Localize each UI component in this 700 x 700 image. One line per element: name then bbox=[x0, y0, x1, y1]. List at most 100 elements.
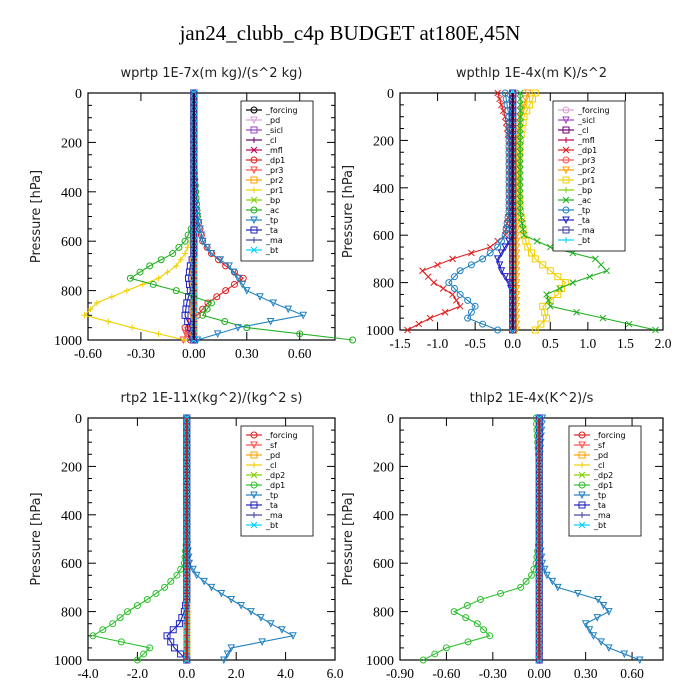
data-point bbox=[480, 626, 488, 634]
y-tick-label: 0 bbox=[75, 412, 82, 427]
data-point bbox=[221, 317, 229, 325]
data-point bbox=[594, 596, 602, 604]
legend-marker bbox=[562, 196, 570, 204]
legend-item: _ma bbox=[574, 511, 611, 520]
legend-item: _pd bbox=[246, 451, 280, 460]
data-point bbox=[234, 274, 242, 283]
legend-label: _bt bbox=[265, 521, 278, 530]
data-point bbox=[497, 249, 506, 258]
legend-item: _pd bbox=[574, 451, 608, 460]
data-point bbox=[516, 148, 524, 156]
data-point bbox=[585, 626, 594, 634]
data-point bbox=[589, 632, 598, 640]
legend-item: _ac bbox=[246, 206, 279, 215]
data-point bbox=[152, 589, 160, 597]
data-point bbox=[133, 602, 141, 610]
data-point bbox=[230, 280, 238, 288]
data-point bbox=[182, 330, 190, 338]
legend-marker bbox=[250, 226, 258, 234]
legend-label: _ta bbox=[265, 226, 278, 235]
data-point bbox=[243, 324, 251, 332]
x-tick-label: 6.0 bbox=[327, 666, 344, 681]
legend-label: _ma bbox=[265, 511, 283, 520]
data-point bbox=[456, 290, 464, 298]
legend-marker bbox=[250, 441, 258, 450]
data-point bbox=[229, 268, 238, 277]
legend-marker bbox=[562, 226, 570, 234]
legend-item: _sicl bbox=[558, 116, 595, 125]
legend-label: _dp1 bbox=[593, 481, 613, 490]
legend-marker bbox=[250, 216, 258, 225]
series-line bbox=[448, 92, 510, 331]
data-point bbox=[155, 275, 162, 282]
legend-item: _ma bbox=[558, 226, 595, 235]
series-pr1 bbox=[81, 90, 197, 343]
data-point bbox=[543, 314, 551, 322]
data-point bbox=[299, 311, 308, 320]
data-point bbox=[149, 280, 157, 288]
x-tick-label: 0.0 bbox=[504, 336, 521, 351]
data-point bbox=[81, 312, 88, 319]
legend-marker bbox=[562, 166, 570, 175]
legend-marker bbox=[578, 451, 586, 459]
data-point bbox=[476, 596, 484, 603]
data-point bbox=[430, 279, 438, 286]
legend-marker bbox=[579, 462, 585, 468]
legend-item: _tp bbox=[558, 206, 590, 215]
data-point bbox=[227, 596, 236, 604]
data-point bbox=[99, 626, 107, 634]
legend-label: _pd bbox=[265, 116, 280, 125]
data-point bbox=[175, 243, 183, 251]
y-tick-label: 0 bbox=[387, 87, 394, 102]
legend-label: _forcing bbox=[265, 431, 298, 440]
panel-2: wpthlp 1E-4x(m K)/s^2 Pressure [hPa] 0 200 4… bbox=[341, 66, 672, 351]
data-point bbox=[189, 565, 197, 574]
data-point bbox=[586, 273, 594, 281]
legend-label: _cl bbox=[593, 461, 605, 470]
legend-item: _bt bbox=[574, 521, 606, 530]
data-point bbox=[419, 267, 426, 275]
data-point bbox=[157, 256, 165, 264]
data-point bbox=[220, 656, 228, 665]
series-ac bbox=[516, 89, 659, 334]
data-point bbox=[441, 308, 449, 316]
y-tick-label: 200 bbox=[61, 460, 82, 475]
y-tick-label: 400 bbox=[373, 182, 394, 197]
legend-item: _dp1 bbox=[574, 481, 613, 490]
legend-marker bbox=[578, 501, 586, 509]
data-point bbox=[133, 656, 141, 664]
data-point bbox=[146, 644, 154, 652]
legend-label: _ma bbox=[577, 226, 595, 235]
data-point bbox=[208, 299, 215, 307]
x-tick-label: -0.5 bbox=[464, 336, 486, 351]
legend-label: _dp1 bbox=[577, 146, 597, 155]
legend-item: _ac bbox=[558, 196, 591, 205]
data-point bbox=[169, 250, 177, 258]
legend: _forcing_sf_pd_cl_dp2_dp1_tp_ta_ma_bt bbox=[240, 425, 314, 537]
data-point bbox=[242, 287, 251, 295]
data-point bbox=[494, 89, 502, 97]
legend-marker bbox=[250, 481, 258, 489]
data-point bbox=[173, 571, 181, 579]
legend-item: _pr2 bbox=[558, 166, 595, 175]
x-tick-label: 2.0 bbox=[228, 666, 245, 681]
data-point bbox=[450, 608, 458, 616]
panel-title: wpthlp 1E-4x(m K)/s^2 bbox=[456, 66, 607, 81]
legend-label: _tp bbox=[265, 216, 278, 225]
data-point bbox=[516, 172, 524, 180]
data-point bbox=[603, 267, 610, 275]
legend-item: _pr3 bbox=[246, 166, 283, 175]
data-point bbox=[592, 255, 599, 263]
data-point bbox=[424, 273, 432, 281]
legend-marker bbox=[250, 501, 258, 509]
x-tick-label: 0.30 bbox=[235, 346, 259, 361]
data-point bbox=[546, 296, 554, 304]
legend-marker bbox=[250, 146, 258, 154]
data-point bbox=[546, 302, 554, 310]
data-point bbox=[109, 620, 117, 628]
legend-marker bbox=[578, 431, 586, 439]
y-tick-label: 400 bbox=[373, 509, 394, 524]
x-tick-label: 0.00 bbox=[527, 666, 551, 681]
x-tick-label: -0.60 bbox=[74, 346, 102, 361]
data-point bbox=[479, 255, 487, 263]
